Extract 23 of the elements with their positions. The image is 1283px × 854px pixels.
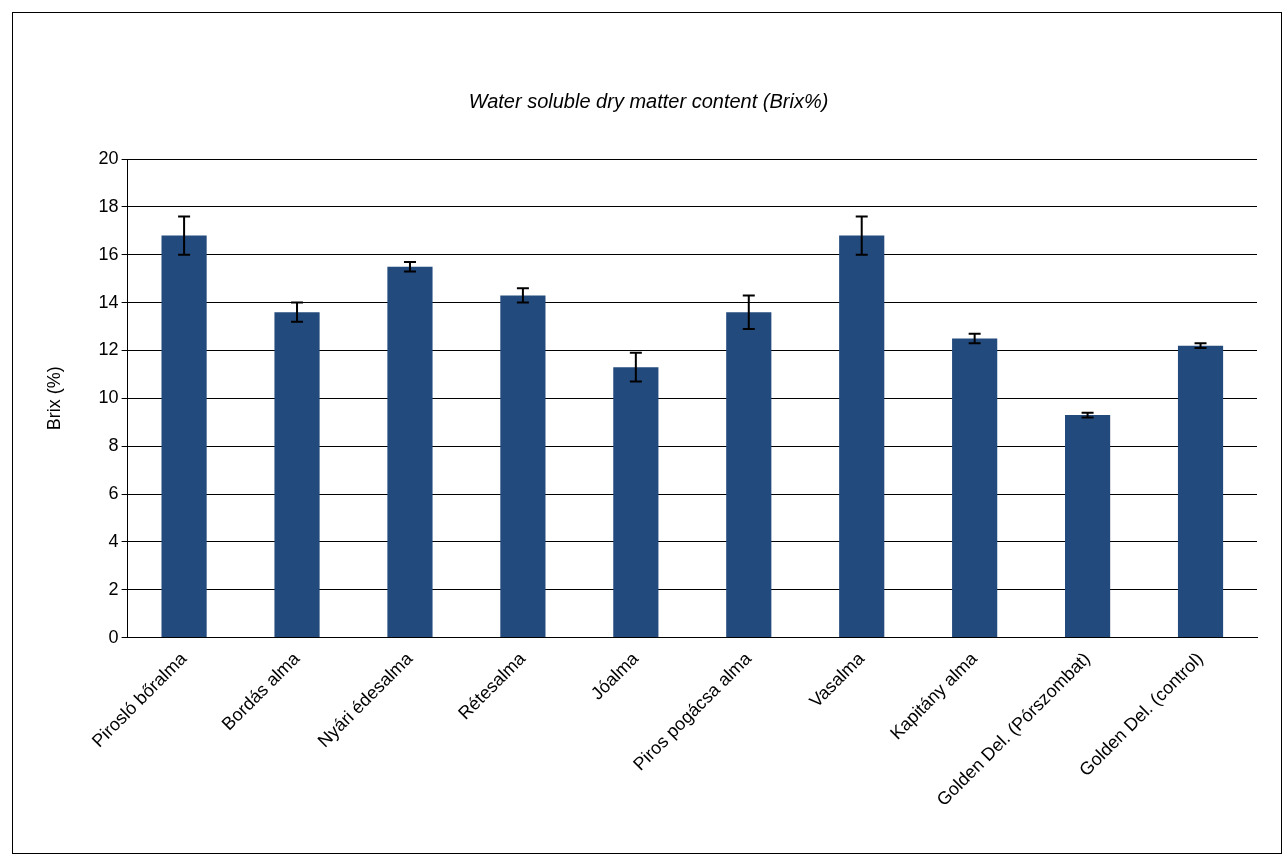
y-axis-title: Brix (%) [43,366,64,431]
bar [161,235,207,638]
bar [387,266,433,638]
y-tick-label: 14 [98,291,119,312]
y-tick-label: 6 [108,482,119,503]
y-tick-label: 12 [98,339,119,360]
y-tick-label: 16 [98,243,119,264]
bar [1177,345,1224,638]
y-tick-label: 10 [98,387,119,408]
bar [839,235,885,638]
y-tick-label: 2 [108,578,119,599]
y-tick-label: 20 [98,147,119,168]
bar [500,295,546,638]
y-tick-label: 8 [108,435,119,456]
bar [1065,415,1111,638]
chart-title: Water soluble dry matter content (Brix%) [468,89,829,112]
y-tick-label: 4 [108,530,119,551]
y-tick-label: 0 [108,626,119,647]
bar [952,338,998,638]
y-tick-label: 18 [98,195,119,216]
bar [726,312,772,638]
bar [274,312,320,638]
bar [613,367,659,638]
